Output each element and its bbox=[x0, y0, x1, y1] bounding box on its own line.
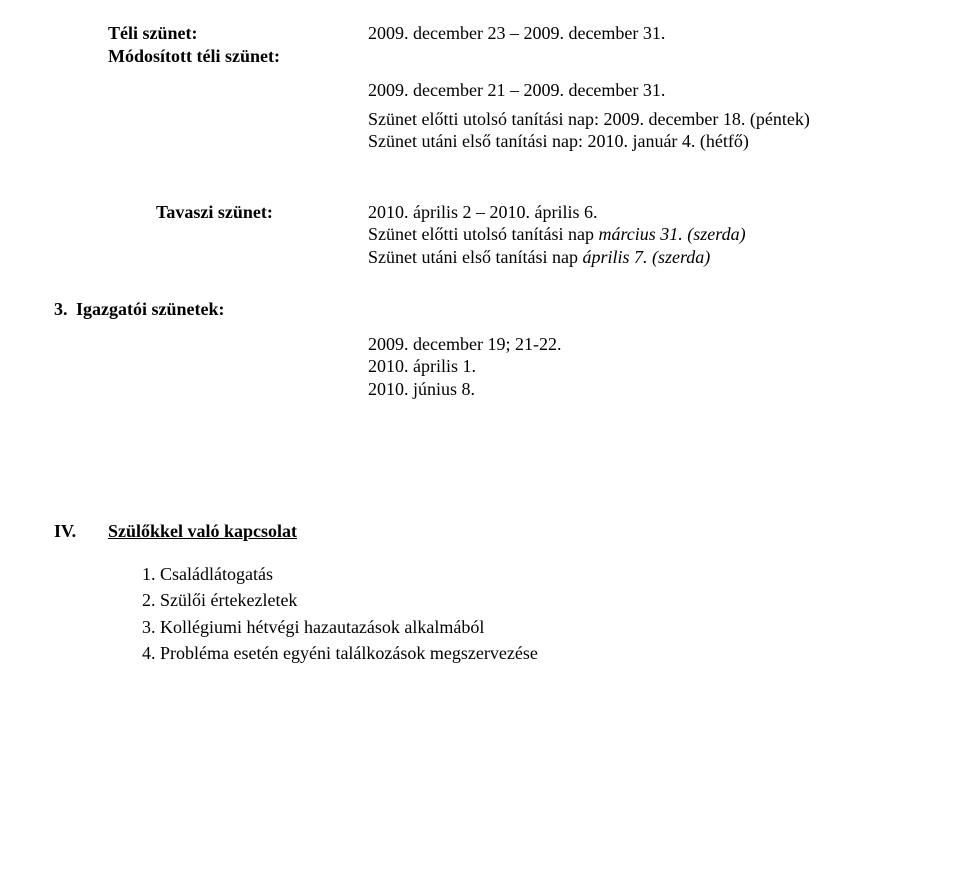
igazgatoi-title: Igazgatói szünetek: bbox=[76, 298, 224, 321]
list-item: Családlátogatás bbox=[160, 561, 900, 588]
list-item: Szülői értekezletek bbox=[160, 587, 900, 614]
section-iv-list: Családlátogatás Szülői értekezletek Koll… bbox=[138, 561, 900, 667]
tavaszi-utani: Szünet utáni első tanítási nap április 7… bbox=[368, 246, 900, 269]
igazgatoi-number: 3. bbox=[54, 298, 76, 321]
tavaszi-elotti-prefix: Szünet előtti utolsó tanítási nap bbox=[368, 224, 598, 244]
teli-szunet-row: Téli szünet: 2009. december 23 – 2009. d… bbox=[108, 22, 900, 45]
list-item: Kollégiumi hétvégi hazautazások alkalmáb… bbox=[160, 614, 900, 641]
igazgatoi-line-3: 2010. június 8. bbox=[368, 378, 900, 401]
page-container: Téli szünet: 2009. december 23 – 2009. d… bbox=[0, 0, 960, 667]
section-iv-roman: IV. bbox=[54, 520, 108, 543]
section-iv-heading: IV. Szülőkkel való kapcsolat bbox=[54, 520, 900, 543]
mod-teli-range: 2009. december 21 – 2009. december 31. bbox=[368, 79, 900, 102]
tavaszi-utani-prefix: Szünet utáni első tanítási nap bbox=[368, 247, 582, 267]
igazgatoi-szunetek-heading: 3. Igazgatói szünetek: bbox=[54, 298, 900, 321]
teli-szunet-range: 2009. december 23 – 2009. december 31. bbox=[368, 22, 900, 45]
tavaszi-szunet-row: Tavaszi szünet: 2010. április 2 – 2010. … bbox=[156, 201, 900, 224]
section-iv-title: Szülőkkel való kapcsolat bbox=[108, 520, 297, 543]
modositott-teli-szunet-label: Módosított téli szünet: bbox=[108, 45, 900, 68]
teli-szunet-label: Téli szünet: bbox=[108, 22, 368, 45]
teli-utani: Szünet utáni első tanítási nap: 2010. ja… bbox=[368, 130, 900, 153]
list-item: Probléma esetén egyéni találkozások megs… bbox=[160, 640, 900, 667]
tavaszi-szunet-label: Tavaszi szünet: bbox=[156, 201, 368, 224]
igazgatoi-line-2: 2010. április 1. bbox=[368, 355, 900, 378]
tavaszi-szunet-range: 2010. április 2 – 2010. április 6. bbox=[368, 201, 900, 224]
tavaszi-utani-italic: április 7. (szerda) bbox=[582, 247, 710, 267]
tavaszi-elotti-italic: március 31. (szerda) bbox=[598, 224, 745, 244]
teli-elotti: Szünet előtti utolsó tanítási nap: 2009.… bbox=[368, 108, 900, 131]
tavaszi-elotti: Szünet előtti utolsó tanítási nap márciu… bbox=[368, 223, 900, 246]
igazgatoi-line-1: 2009. december 19; 21-22. bbox=[368, 333, 900, 356]
